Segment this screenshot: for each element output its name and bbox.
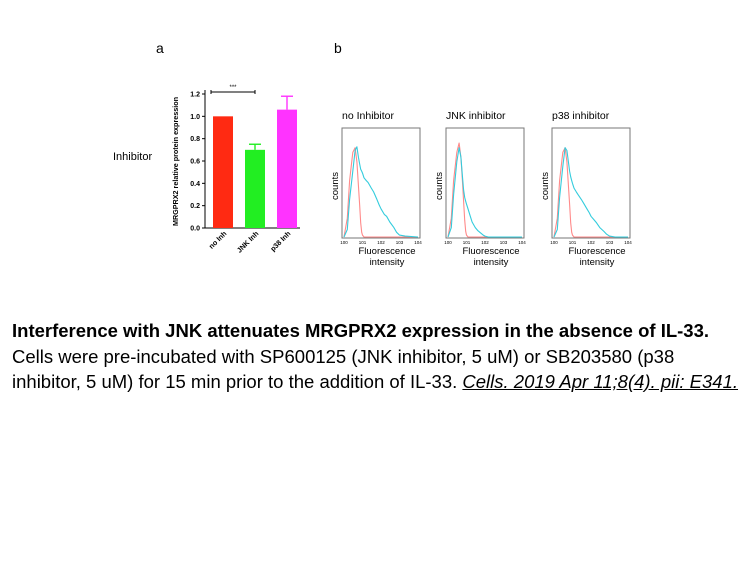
- y-axis-label: MRGPRX2 relative protein expression: [171, 97, 180, 226]
- y-tick-label: 0.2: [190, 203, 200, 210]
- x-tick-label: 100: [444, 240, 452, 245]
- x-tick-label: 102: [587, 240, 595, 245]
- x-axis-label: Fluorescence intensity: [568, 246, 625, 268]
- control-histogram-line: [343, 147, 418, 238]
- x-tick-label: 103: [396, 240, 404, 245]
- y-tick-label: 0.6: [190, 159, 200, 166]
- figure-caption: Interference with JNK attenuates MRGPRX2…: [12, 318, 747, 395]
- x-tick-label: 101: [359, 240, 367, 245]
- x-tick-label: 102: [481, 240, 489, 245]
- caption-citation-link[interactable]: Cells. 2019 Apr 11;8(4). pii: E341.: [462, 371, 739, 392]
- y-tick-label: 1.0: [190, 114, 200, 121]
- sample-histogram-line: [343, 146, 419, 238]
- bar-no-inh: [213, 116, 233, 228]
- x-tick-label: 104: [518, 240, 526, 245]
- control-histogram-line: [553, 147, 628, 238]
- bar-jnk-inh: [245, 149, 265, 228]
- panel-b-label: b: [334, 40, 342, 56]
- y-tick-label: 0.0: [190, 226, 200, 233]
- x-axis-label: Fluorescence intensity: [358, 246, 415, 268]
- x-tick-label: p38 Inh: [268, 229, 292, 253]
- sample-histogram-line: [447, 147, 522, 238]
- x-tick-label: 101: [463, 240, 471, 245]
- histogram-title: JNK inhibitor: [446, 110, 506, 122]
- y-tick-label: 0.8: [190, 136, 200, 143]
- y-axis-label: counts: [540, 172, 551, 200]
- y-tick-label: 0.4: [190, 181, 200, 188]
- plot-frame: [551, 127, 631, 239]
- plot-frame: [445, 127, 525, 239]
- panel-a-label: a: [156, 40, 164, 56]
- bar-chart: MRGPRX2 relative protein expression 0.0 0.…: [171, 85, 300, 255]
- x-tick-label: JNK Inh: [235, 229, 261, 255]
- x-tick-label: 103: [606, 240, 614, 245]
- x-tick-label: 103: [500, 240, 508, 245]
- caption-title: Interference with JNK attenuates MRGPRX2…: [12, 320, 710, 341]
- plot-frame: [341, 127, 421, 239]
- x-tick-label: 100: [550, 240, 558, 245]
- histogram-title: p38 inhibitor: [552, 110, 610, 122]
- x-tick-label: 104: [414, 240, 422, 245]
- sample-histogram-line: [553, 147, 628, 238]
- y-axis-label: counts: [330, 172, 341, 200]
- y-tick-label: 1.2: [190, 92, 200, 99]
- bar-p38-inh: [277, 109, 297, 228]
- control-histogram-line: [447, 142, 522, 238]
- significance-label: ***: [229, 85, 237, 91]
- x-axis-label: Fluorescence intensity: [462, 246, 519, 268]
- caption-body: Cells were pre-incubated with SP600125 (…: [12, 345, 675, 393]
- x-tick-label: 104: [624, 240, 632, 245]
- x-tick-label: no Inh: [207, 229, 229, 251]
- inhibitor-side-label: Inhibitor: [113, 151, 153, 163]
- histogram-title: no Inhibitor: [342, 110, 394, 122]
- x-tick-label: 100: [340, 240, 348, 245]
- x-tick-label: 102: [377, 240, 385, 245]
- y-axis-label: counts: [434, 172, 445, 200]
- x-tick-label: 101: [569, 240, 577, 245]
